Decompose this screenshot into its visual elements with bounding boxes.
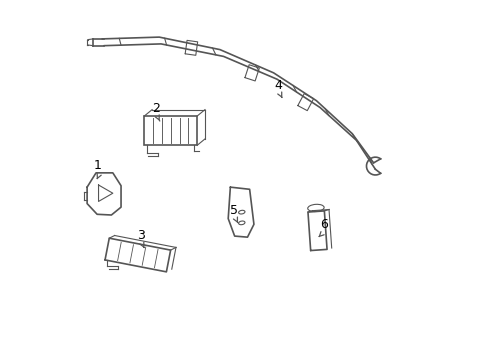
Text: 1: 1 — [93, 159, 101, 172]
Text: 5: 5 — [230, 204, 238, 217]
Bar — [144, 116, 197, 145]
Text: 6: 6 — [320, 219, 328, 231]
Text: 3: 3 — [137, 229, 145, 242]
Text: 4: 4 — [274, 79, 283, 92]
Text: 2: 2 — [152, 102, 160, 115]
